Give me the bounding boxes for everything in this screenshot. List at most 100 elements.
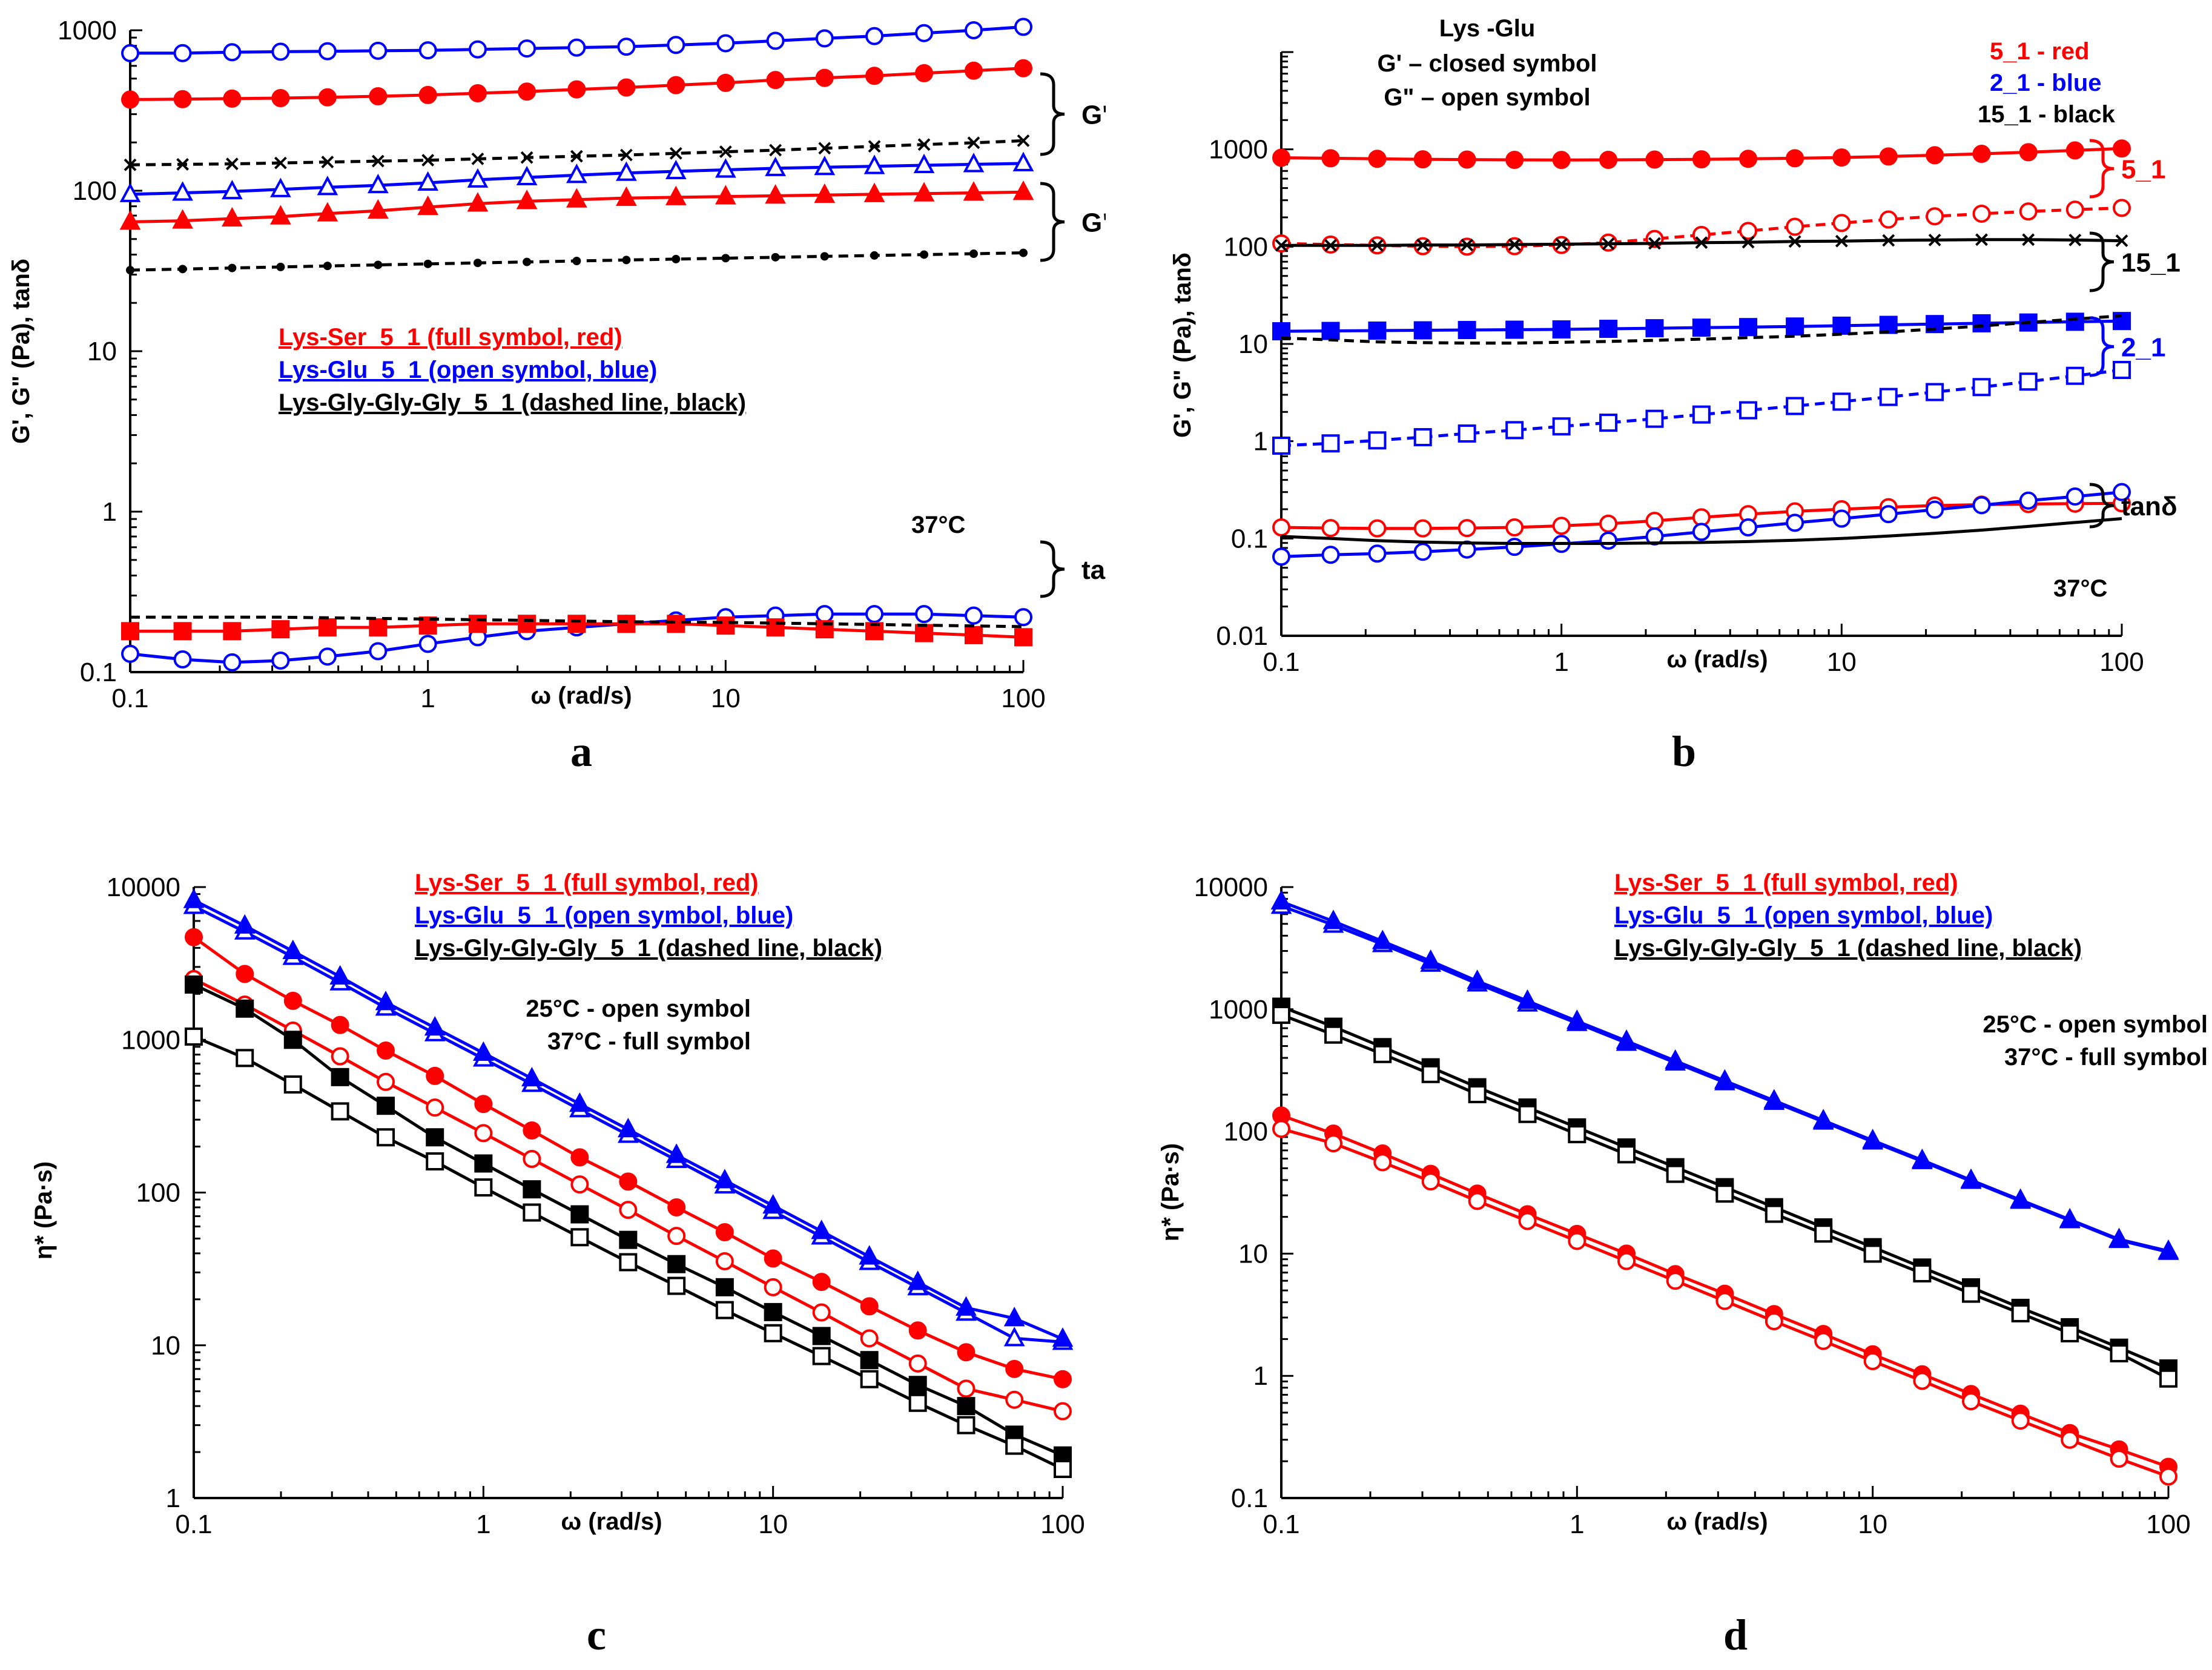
data-point [619,1201,638,1219]
data-point [468,40,487,59]
data-point [765,156,786,176]
data-point [1416,239,1430,252]
data-point [765,184,786,204]
y-tick-label: 0.01 [1216,621,1268,651]
data-point [1568,1232,1586,1250]
data-point [616,186,637,206]
data-point [185,928,203,946]
data-point [417,171,439,191]
data-point [868,140,881,153]
annotation-text: 25°C - open symbol [526,995,751,1022]
data-point [667,76,685,94]
y-tick-label: 1 [102,497,117,527]
data-point [617,615,636,633]
chart-panel-d: 0.1 1 10 100 0.1 1 10 100 1000 10000 ω (rad/s) η* (… [1106,835,2212,1670]
y-axis-title: η* (Pa·s) [1157,1143,1184,1241]
data-point [375,991,397,1011]
data-point [1505,518,1524,537]
data-point [271,620,290,639]
x-tick-label: 10 [711,684,741,713]
data-point [172,181,193,201]
y-tick-label: 0.1 [1231,524,1268,553]
data-point [1324,239,1337,252]
data-point [1962,1284,1981,1303]
data-point [173,90,192,108]
data-point [764,1302,782,1321]
data-point [183,888,205,908]
data-point [271,651,290,670]
data-point [331,1015,349,1034]
data-point [1270,889,1292,910]
data-point [1555,237,1568,251]
chart-a-svg: 0.1 1 10 100 0.1 1 10 100 1000 ω (rad/s) G', G" (P… [8,16,1106,776]
data-point [474,1124,493,1143]
y-tick-label: 100 [1224,1117,1268,1147]
data-point [377,1041,395,1060]
data-point [371,154,385,168]
y-axis-title: η* (Pa·s) [30,1161,57,1259]
data-point [331,1047,349,1066]
data-point [1272,547,1290,566]
series-lys-glu-g- [121,18,1032,62]
data-point [1715,1184,1734,1203]
data-point [957,1416,976,1434]
data-point [472,1041,494,1061]
data-point [1742,236,1755,249]
y-tick-label: 1000 [1209,135,1268,165]
data-point [1692,318,1711,337]
data-point [1913,1264,1932,1282]
data-point [907,1270,929,1290]
series-2-1-g- [1272,360,2131,455]
data-point [2065,366,2084,385]
data-point [1665,1049,1686,1069]
data-point [667,615,685,633]
data-point [369,41,388,60]
data-point [570,150,583,163]
data-point [1413,543,1432,561]
data-point [2110,1344,2128,1362]
data-point [271,88,290,107]
data-point [1272,1006,1290,1025]
data-point [473,259,482,268]
data-point [236,1049,254,1068]
data-point [1012,180,1034,200]
data-point [1975,233,1988,246]
data-point [1832,392,1851,411]
data-point [1368,519,1387,538]
data-point [1005,1436,1024,1455]
data-point [1322,909,1344,929]
data-point [812,1327,831,1345]
x-tick-label: 10 [758,1510,788,1539]
data-point [423,259,432,268]
data-point [1832,316,1851,335]
data-point [1552,151,1571,170]
y-tick-label: 1000 [121,1025,180,1055]
series-5-1-g- [1272,139,2131,170]
data-point [618,1118,639,1138]
x-tick-label: 1 [420,684,435,713]
x-tick-label: 0.1 [175,1510,212,1539]
brace [2089,483,2115,529]
chart-panel-a: 0.1 1 10 100 0.1 1 10 100 1000 ω (rad/s) G', G" (P… [0,0,1106,835]
data-point [716,34,735,53]
data-point [957,1379,976,1398]
data-point [1324,1134,1342,1153]
data-point [1052,1327,1074,1347]
y-axis-title: G', G" (Pa), tanδ [1169,252,1196,438]
brace-label: 5_1 [2121,155,2165,185]
x-axis-title: ω (rad/s) [561,1508,662,1535]
data-point [672,254,681,263]
data-point [1552,417,1571,436]
data-point [665,159,687,180]
data-point [317,202,338,222]
series-line [1281,314,2122,345]
data-point [860,1297,879,1316]
annotation-text: Lys-Ser_5_1 (full symbol, red) [279,324,622,351]
data-point [570,1228,589,1247]
data-point [1972,204,1991,223]
data-point [1458,519,1476,538]
data-point [1324,1025,1342,1044]
data-point [1458,424,1476,443]
data-point [223,653,242,672]
data-point [1413,519,1432,538]
